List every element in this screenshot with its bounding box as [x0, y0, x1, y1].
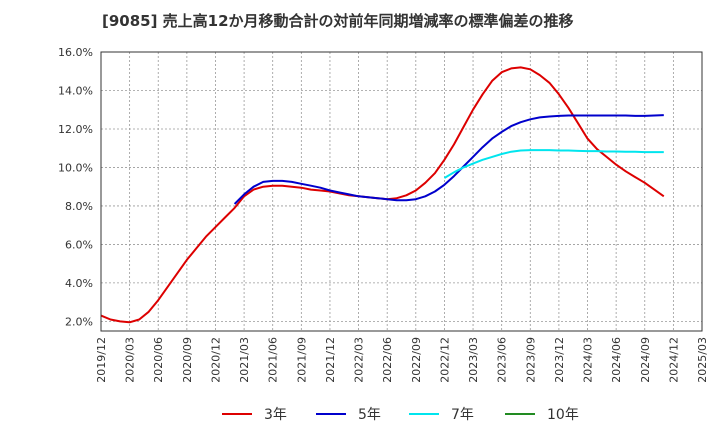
- x-tick-label: 2022/12: [438, 337, 451, 383]
- x-tick-label: 2020/03: [124, 337, 137, 383]
- y-tick-label: 2.0%: [65, 315, 93, 328]
- x-tick-label: 2021/06: [267, 337, 280, 383]
- legend-label: 10年: [547, 407, 579, 423]
- plot-area-frame: [100, 51, 703, 332]
- x-tick-label: 2023/09: [524, 337, 537, 383]
- x-tick-label: 2025/03: [696, 337, 709, 383]
- legend-label: 7年: [451, 407, 474, 423]
- x-tick-label: 2023/03: [467, 337, 480, 383]
- x-tick-label: 2022/03: [353, 337, 366, 383]
- y-tick-label: 10.0%: [58, 161, 93, 174]
- x-tick-label: 2021/12: [324, 337, 337, 383]
- x-axis-ticks: 2019/12 2020/03 2020/06 2020/09 2020/12 2021/…: [95, 337, 709, 383]
- legend: 3年 5年 7年 10年: [222, 407, 579, 423]
- x-tick-label: 2022/06: [381, 337, 394, 383]
- y-axis-ticks: 2.0% 4.0% 6.0% 8.0% 10.0% 12.0% 14.0% 16.0%: [58, 46, 93, 328]
- grid-lines: [100, 51, 703, 331]
- x-tick-label: 2024/09: [639, 337, 652, 383]
- x-tick-label: 2023/12: [553, 337, 566, 383]
- x-tick-label: 2020/12: [209, 337, 222, 383]
- y-tick-label: 4.0%: [65, 277, 93, 290]
- x-tick-label: 2021/09: [295, 337, 308, 383]
- x-tick-label: 2020/09: [181, 337, 194, 383]
- series-line-3年: [100, 66, 665, 324]
- series-line-7年: [443, 149, 664, 179]
- x-tick-label: 2024/12: [667, 337, 680, 383]
- y-tick-label: 12.0%: [58, 123, 93, 136]
- x-tick-label: 2021/03: [238, 337, 251, 383]
- y-tick-label: 14.0%: [58, 84, 93, 97]
- y-tick-label: 8.0%: [65, 200, 93, 213]
- chart-title: [9085] 売上高12か月移動合計の対前年同期増減率の標準偏差の推移: [102, 12, 574, 30]
- x-tick-label: 2019/12: [95, 337, 108, 383]
- x-tick-label: 2022/09: [410, 337, 423, 383]
- x-tick-label: 2024/06: [610, 337, 623, 383]
- series-lines: [100, 66, 665, 324]
- x-tick-label: 2023/06: [496, 337, 509, 383]
- series-line-5年: [233, 114, 664, 205]
- legend-label: 5年: [358, 407, 381, 423]
- x-tick-label: 2020/06: [152, 337, 165, 383]
- y-tick-label: 16.0%: [58, 46, 93, 59]
- legend-label: 3年: [264, 407, 287, 423]
- y-tick-label: 6.0%: [65, 238, 93, 251]
- x-tick-label: 2024/03: [582, 337, 595, 383]
